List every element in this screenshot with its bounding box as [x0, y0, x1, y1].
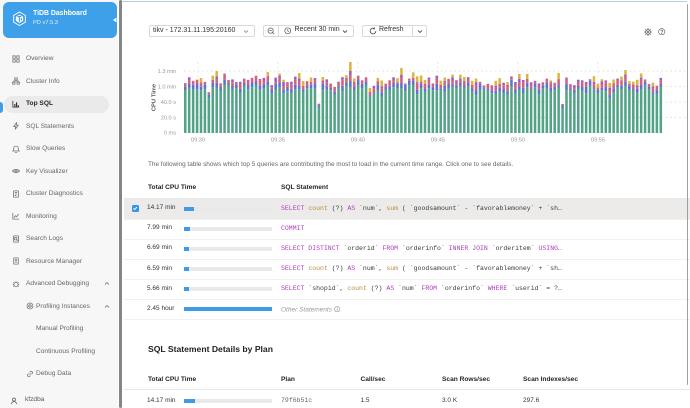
svg-text:0 ms: 0 ms [164, 131, 176, 137]
svg-text:09:45: 09:45 [431, 138, 445, 144]
svg-text:1.3 min: 1.3 min [158, 69, 176, 75]
svg-text:09:50: 09:50 [511, 138, 525, 144]
svg-text:1.0 min: 1.0 min [158, 85, 176, 91]
svg-text:09:40: 09:40 [351, 138, 365, 144]
svg-text:40.0 s: 40.0 s [161, 100, 176, 106]
svg-text:09:30: 09:30 [191, 138, 205, 144]
svg-text:09:35: 09:35 [271, 138, 285, 144]
svg-text:09:55: 09:55 [591, 138, 605, 144]
svg-text:20.0 s: 20.0 s [161, 115, 176, 121]
svg-text:CPU Time: CPU Time [151, 83, 157, 111]
